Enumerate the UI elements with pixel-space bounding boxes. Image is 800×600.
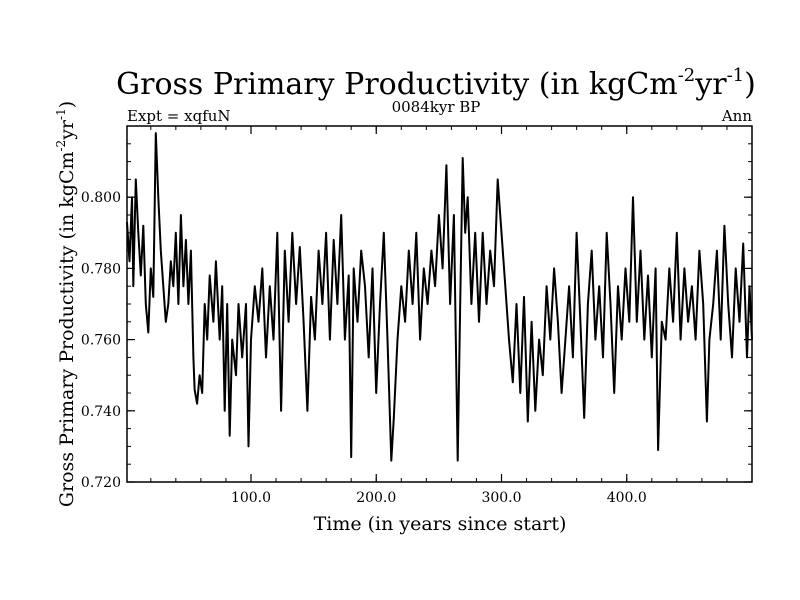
- y-tick-label: 0.720: [81, 475, 121, 491]
- y-axis-label-main: Gross Primary Productivity (in kgCm: [56, 152, 78, 508]
- chart-title: Gross Primary Productivity (in kgCm-2yr-…: [116, 65, 756, 102]
- subtitle-right: Ann: [721, 107, 752, 125]
- gpp-timeseries-chart: Gross Primary Productivity (in kgCm-2yr-…: [0, 0, 800, 600]
- y-axis: 0.720 0.740 0.760 0.780 0.800: [81, 126, 752, 491]
- x-tick-label: 300.0: [481, 490, 521, 506]
- chart-title-close: ): [744, 67, 756, 102]
- y-tick-label: 0.780: [81, 261, 121, 277]
- chart-title-mid: yr: [694, 67, 727, 102]
- subtitle-left: Expt = xqfuN: [127, 107, 231, 125]
- y-axis-label-close: ): [56, 101, 78, 108]
- subtitle-center: 0084kyr BP: [392, 98, 481, 116]
- gpp-series-line: [127, 133, 752, 461]
- chart-title-sup2: -1: [727, 65, 745, 86]
- chart-title-main: Gross Primary Productivity (in kgCm: [116, 67, 678, 102]
- x-axis-label: Time (in years since start): [314, 513, 567, 535]
- x-tick-label: 100.0: [231, 490, 271, 506]
- y-tick-label: 0.740: [81, 404, 121, 420]
- y-axis-label-mid: yr: [56, 119, 78, 141]
- y-tick-label: 0.800: [81, 190, 121, 206]
- x-tick-label: 400.0: [607, 490, 647, 506]
- x-tick-label: 200.0: [356, 490, 396, 506]
- y-axis-label: Gross Primary Productivity (in kgCm-2yr-…: [54, 101, 78, 507]
- y-tick-label: 0.760: [81, 333, 121, 349]
- y-axis-label-sup1: -2: [54, 140, 68, 152]
- chart-title-sup1: -2: [678, 65, 696, 86]
- y-axis-label-sup2: -1: [54, 108, 68, 120]
